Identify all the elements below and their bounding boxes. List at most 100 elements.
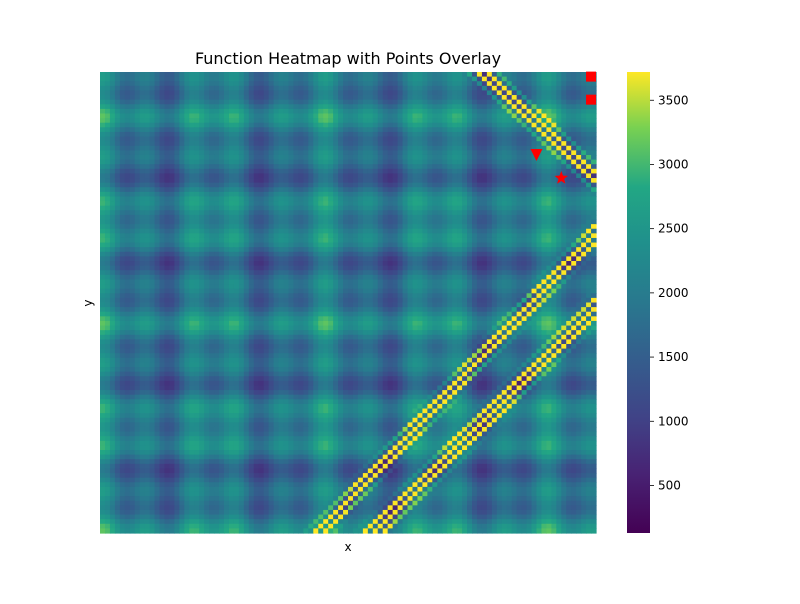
heatmap-cell: [303, 76, 309, 82]
heatmap-cell: [104, 150, 111, 156]
heatmap-cell: [372, 265, 379, 271]
heatmap-cell: [561, 182, 567, 188]
heatmap-cell: [298, 242, 304, 248]
heatmap-cell: [179, 85, 185, 92]
heatmap-cell: [184, 145, 190, 151]
heatmap-cell: [417, 196, 423, 202]
heatmap-cell: [357, 136, 364, 142]
heatmap-cell: [233, 127, 240, 133]
heatmap-cell: [556, 159, 562, 165]
heatmap-cell: [506, 279, 513, 285]
heatmap-cell: [526, 242, 533, 248]
heatmap-cell: [194, 284, 200, 290]
heatmap-cell: [343, 145, 349, 151]
heatmap-cell: [204, 136, 210, 142]
heatmap-cell: [164, 214, 171, 221]
heatmap-cell: [402, 233, 409, 239]
heatmap-cell: [179, 187, 185, 193]
heatmap-cell: [511, 141, 518, 147]
heatmap-cell: [298, 141, 304, 147]
heatmap-cell: [447, 265, 453, 271]
heatmap-cell: [124, 150, 131, 156]
heatmap-cell: [184, 136, 190, 142]
heatmap-cell: [119, 224, 126, 230]
heatmap-cell: [442, 284, 448, 290]
heatmap-cell: [214, 247, 220, 253]
heatmap-cell: [501, 164, 508, 170]
heatmap-cell: [318, 85, 324, 92]
heatmap-cell: [278, 205, 285, 211]
heatmap-cell: [248, 118, 255, 124]
heatmap-cell: [427, 247, 433, 253]
heatmap-cell: [348, 90, 354, 96]
heatmap-cell: [442, 242, 448, 248]
heatmap-cell: [566, 108, 572, 115]
heatmap-cell: [486, 265, 493, 271]
heatmap-cell: [283, 196, 290, 202]
heatmap-cell: [472, 242, 478, 248]
heatmap-cell: [288, 237, 295, 244]
heatmap-cell: [129, 210, 136, 216]
heatmap-cell: [194, 85, 200, 92]
heatmap-cell: [189, 127, 195, 133]
heatmap-cell: [516, 214, 523, 221]
heatmap-cell: [402, 108, 409, 115]
heatmap-cell: [571, 85, 577, 92]
heatmap-cell: [541, 224, 547, 230]
heatmap-cell: [283, 233, 290, 239]
heatmap-cell: [159, 237, 166, 244]
heatmap-cell: [437, 224, 443, 230]
heatmap-cell: [189, 72, 195, 78]
heatmap-cell: [407, 219, 414, 225]
heatmap-cell: [422, 219, 428, 225]
heatmap-cell: [243, 136, 250, 142]
heatmap-cell: [214, 113, 220, 119]
heatmap-cell: [318, 118, 324, 124]
heatmap-cell: [209, 141, 215, 147]
heatmap-cell: [298, 127, 304, 133]
heatmap-cell: [134, 210, 141, 216]
heatmap-cell: [328, 127, 334, 133]
heatmap-cell: [452, 131, 458, 138]
heatmap-cell: [189, 168, 195, 175]
heatmap-cell: [204, 72, 210, 78]
heatmap-cell: [343, 141, 349, 147]
heatmap-cell: [313, 150, 319, 156]
heatmap-cell: [501, 182, 508, 188]
heatmap-cell: [338, 191, 344, 198]
heatmap-cell: [189, 187, 195, 193]
heatmap-cell: [278, 173, 285, 179]
heatmap-cell: [333, 251, 339, 257]
heatmap-cell: [397, 178, 404, 184]
heatmap-cell: [224, 131, 230, 138]
heatmap-cell: [258, 228, 265, 234]
heatmap-cell: [258, 108, 265, 115]
heatmap-cell: [169, 145, 175, 151]
heatmap-cell: [397, 201, 404, 207]
heatmap-cell: [566, 247, 572, 253]
heatmap-cell: [149, 270, 156, 276]
heatmap-cell: [258, 154, 265, 161]
heatmap-cell: [392, 178, 399, 184]
heatmap-cell: [392, 224, 399, 230]
heatmap-cell: [472, 108, 478, 115]
heatmap-cell: [348, 214, 354, 221]
heatmap-cell: [541, 182, 547, 188]
heatmap-cell: [437, 247, 443, 253]
heatmap-cell: [506, 104, 513, 110]
heatmap-cell: [308, 219, 314, 225]
heatmap-cell: [496, 196, 503, 202]
heatmap-cell: [511, 265, 518, 271]
heatmap-cell: [109, 261, 116, 267]
heatmap-cell: [308, 233, 314, 239]
heatmap-cell: [496, 205, 503, 211]
heatmap-cell: [343, 210, 349, 216]
heatmap-cell: [357, 141, 364, 147]
heatmap-cell: [417, 95, 423, 101]
heatmap-cell: [521, 265, 528, 271]
heatmap-cell: [491, 145, 498, 151]
heatmap-cell: [586, 118, 592, 124]
heatmap-cell: [243, 113, 250, 119]
heatmap-cell: [377, 187, 384, 193]
heatmap-cell: [248, 214, 255, 221]
